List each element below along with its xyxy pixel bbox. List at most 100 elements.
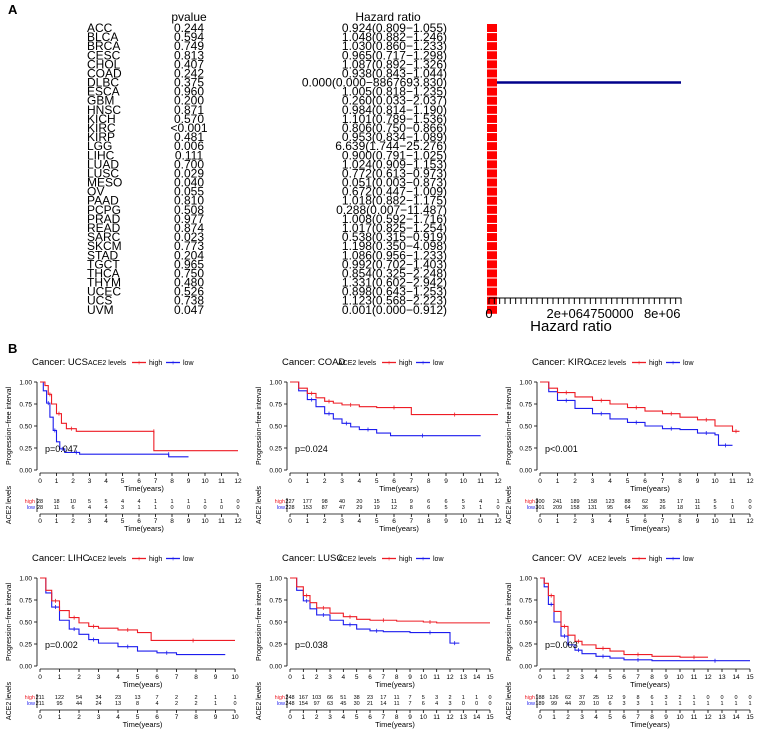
- risk-low-count: 24: [95, 701, 101, 707]
- risk-high-count: 5: [713, 499, 716, 505]
- risk-table-x-tick-label: 2: [71, 518, 75, 525]
- km-x-tick-label: 1: [55, 478, 59, 485]
- risk-table-x-tick-label: 0: [288, 518, 292, 525]
- km-x-tick-label: 5: [121, 478, 125, 485]
- pvalue-cell: 0.242: [174, 66, 204, 80]
- pvalue-cell: 0.111: [175, 148, 204, 162]
- risk-table-x-tick-label: 10: [420, 714, 428, 721]
- hr-cell: 0.260(0.033−2.037): [342, 94, 447, 108]
- km-x-tick-label: 15: [746, 674, 754, 681]
- km-x-tick-label: 4: [116, 674, 120, 681]
- risk-low-count: 0: [748, 505, 751, 511]
- km-x-tick-label: 1: [552, 674, 556, 681]
- km-x-tick-label: 4: [608, 478, 612, 485]
- km-y-tick-label: 0.00: [519, 468, 532, 475]
- cancer-label: SARC: [87, 230, 121, 244]
- pvalue-cell: 0.813: [174, 48, 204, 62]
- risk-table-x-tick-label: 4: [342, 714, 346, 721]
- km-x-tick-label: 14: [473, 674, 481, 681]
- forest-row: MESO 0.040 0.051(0.003−0.873): [87, 176, 497, 190]
- legend-high-marker: +: [637, 360, 641, 367]
- risk-high-count: 0: [734, 695, 737, 701]
- risk-table-x-tick-label: 5: [608, 714, 612, 721]
- risk-high-count: 66: [327, 695, 333, 701]
- km-curve-high: [40, 381, 238, 452]
- hr-cell: 1.048(0.882−1.246): [342, 30, 447, 44]
- risk-high-count: 189: [570, 499, 579, 505]
- km-x-tick-label: 4: [104, 478, 108, 485]
- km-x-axis-label: Time(years): [124, 484, 164, 493]
- risk-high-count: 5: [422, 695, 425, 701]
- risk-high-count: 4: [479, 499, 482, 505]
- risk-table-x-tick-label: 1: [556, 518, 560, 525]
- hr-cell: 0.806(0.750−0.866): [342, 121, 447, 135]
- risk-table-x-tick-label: 12: [746, 518, 754, 525]
- forest-row: OV 0.055 0.672(0.447−1.009): [87, 185, 497, 199]
- km-y-tick-label: 0.25: [519, 446, 532, 453]
- risk-high-count: 0: [488, 695, 491, 701]
- risk-high-count: 241: [553, 499, 562, 505]
- risk-table-x-label: Time(years): [630, 720, 670, 729]
- forest-row: UVM 0.047 0.001(0.000−0.912): [87, 303, 497, 317]
- risk-high-count: 1: [170, 499, 173, 505]
- km-x-tick-label: 10: [711, 478, 719, 485]
- risk-low-count: 36: [642, 505, 648, 511]
- hr-point: [487, 105, 498, 114]
- hr-cell: 1.101(0.789−1.536): [342, 112, 447, 126]
- forest-tick-label: 2e+06: [546, 306, 583, 321]
- risk-low-count: 6: [422, 701, 425, 707]
- risk-low-count: 8: [410, 505, 413, 511]
- risk-low-count: 0: [496, 505, 499, 511]
- km-x-tick-label: 6: [137, 478, 141, 485]
- risk-table-x-label: Time(years): [124, 524, 164, 533]
- risk-table-x-tick-label: 5: [136, 714, 140, 721]
- km-y-tick-label: 0.00: [269, 468, 282, 475]
- risk-table-x-tick-label: 3: [97, 714, 101, 721]
- km-pvalue: p=0.047: [45, 444, 78, 454]
- hr-point: [487, 33, 498, 42]
- risk-high-count: 211: [36, 695, 45, 701]
- cancer-label: HNSC: [87, 103, 121, 117]
- km-y-tick-label: 0.75: [269, 402, 282, 409]
- cancer-label: TGCT: [87, 257, 120, 271]
- cancer-label: READ: [87, 221, 121, 235]
- pvalue-cell: 0.810: [174, 194, 204, 208]
- risk-table-x-tick-label: 3: [580, 714, 584, 721]
- km-x-tick-label: 8: [194, 674, 198, 681]
- hr-point: [487, 24, 498, 32]
- pvalue-cell: 0.508: [174, 203, 204, 217]
- risk-table-x-tick-label: 14: [473, 714, 481, 721]
- km-x-tick-label: 8: [650, 674, 654, 681]
- risk-table-y-label: ACE2 levels: [6, 485, 13, 524]
- risk-table-x-tick-label: 5: [375, 518, 379, 525]
- hr-cell: 6.639(1.744−25.276): [335, 139, 447, 153]
- risk-low-count: 1: [720, 701, 723, 707]
- risk-low-count: 3: [448, 701, 451, 707]
- risk-table-x-tick-label: 7: [382, 714, 386, 721]
- km-x-tick-label: 10: [201, 478, 209, 485]
- risk-table-x-tick-label: 2: [315, 714, 319, 721]
- risk-high-count: 51: [340, 695, 346, 701]
- km-x-tick-label: 0: [538, 674, 542, 681]
- risk-high-count: 1: [496, 499, 499, 505]
- km-y-tick-label: 0.25: [269, 642, 282, 649]
- hr-point: [487, 305, 497, 314]
- risk-high-count: 40: [339, 499, 345, 505]
- km-x-tick-label: 2: [71, 478, 75, 485]
- forest-tick-label: 8e+06: [644, 306, 681, 321]
- risk-low-count: 248: [285, 701, 294, 707]
- pvalue-cell: 0.773: [174, 239, 204, 253]
- hr-cell: 1.024(0.909−1.153): [342, 157, 447, 171]
- km-title: Cancer: LIHC: [32, 553, 90, 564]
- hr-cell: 0.992(0.702−1.403): [342, 257, 447, 271]
- km-x-tick-label: 9: [444, 478, 448, 485]
- risk-high-count: 6: [650, 695, 653, 701]
- km-title: Cancer: KIRC: [532, 357, 591, 368]
- risk-low-count: 13: [115, 701, 121, 707]
- risk-low-count: 8: [136, 701, 139, 707]
- cancer-label: THCA: [87, 266, 120, 280]
- risk-low-count: 0: [233, 701, 236, 707]
- km-y-tick-label: 1.00: [269, 576, 282, 583]
- km-pvalue: p=0.038: [295, 640, 328, 650]
- risk-high-count: 98: [322, 499, 328, 505]
